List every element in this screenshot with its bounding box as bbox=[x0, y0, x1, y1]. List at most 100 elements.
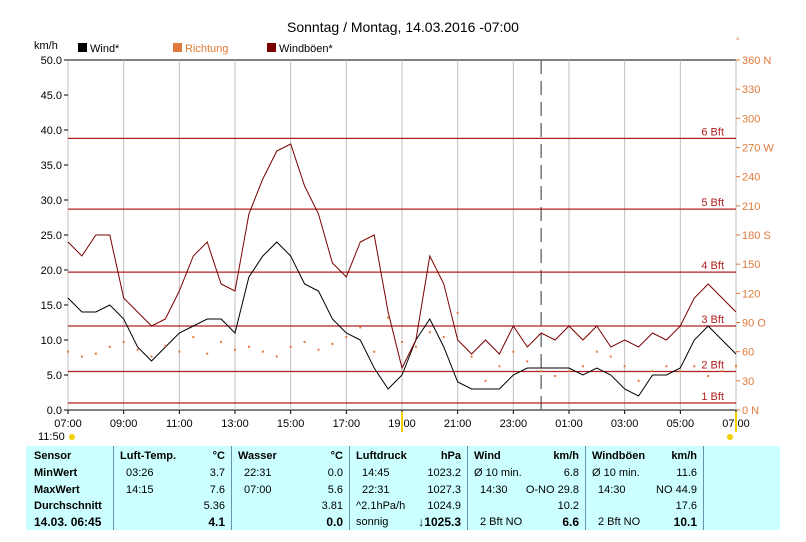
beaufort-label: 5 Bft bbox=[701, 197, 724, 209]
direction-point bbox=[136, 348, 139, 351]
wind-max-time: 14:30 bbox=[480, 484, 508, 496]
direction-point bbox=[108, 345, 111, 348]
temp-min-value: 3.7 bbox=[209, 467, 225, 479]
header-wind-unit: km/h bbox=[553, 450, 579, 462]
direction-point bbox=[164, 344, 167, 347]
header-temp-unit: °C bbox=[212, 450, 225, 462]
gust-series-line bbox=[67, 143, 737, 370]
water-max-time: 07:00 bbox=[244, 484, 272, 496]
gust-max-value: NO 44.9 bbox=[656, 484, 697, 496]
wind-series-line bbox=[67, 241, 737, 397]
direction-point bbox=[540, 370, 543, 373]
header-gust: Windböen bbox=[592, 450, 646, 462]
x-tick-label: 21:00 bbox=[444, 418, 472, 430]
y2-tick-label: 90 O bbox=[742, 318, 766, 330]
direction-point bbox=[414, 345, 417, 348]
col-sensor: Sensor MinWert MaxWert Durchschnitt 14.0… bbox=[26, 446, 112, 530]
header-temp: Luft-Temp. bbox=[120, 450, 177, 462]
y-tick-label: 35.0 bbox=[41, 160, 62, 172]
temp-current-value: 4.1 bbox=[208, 515, 225, 529]
pressure-current-value: ↓1025.3 bbox=[418, 515, 461, 529]
col-temp: Luft-Temp. °C 03:26 3.7 14:15 7.6 5.36 4… bbox=[113, 446, 231, 530]
y-tick-label: 10.0 bbox=[41, 335, 62, 347]
beaufort-lines: 1 Bft 2 Bft 3 Bft 4 Bft 5 Bft 6 Bft bbox=[68, 126, 736, 404]
direction-point bbox=[192, 336, 195, 339]
direction-point bbox=[470, 355, 473, 358]
direction-point bbox=[317, 348, 320, 351]
series-group bbox=[67, 143, 737, 397]
legend-label-direction: Richtung bbox=[185, 43, 228, 55]
water-min-time: 22:31 bbox=[244, 467, 272, 479]
y2-tick-label: 270 W bbox=[742, 143, 774, 155]
direction-point bbox=[150, 355, 153, 358]
direction-point bbox=[554, 374, 557, 377]
direction-point bbox=[568, 370, 570, 373]
x-tick-label: 15:00 bbox=[277, 418, 305, 430]
x-tick-label: 03:00 bbox=[611, 418, 639, 430]
legend: Wind* Richtung Windböen* bbox=[78, 43, 334, 55]
gust-min-label: Ø 10 min. bbox=[592, 467, 640, 479]
legend-swatch-gusts bbox=[267, 43, 276, 52]
beaufort-label: 2 Bft bbox=[701, 360, 724, 372]
x-tick-label: 23:00 bbox=[500, 418, 528, 430]
header-water-unit: °C bbox=[330, 450, 343, 462]
legend-swatch-direction bbox=[173, 43, 182, 52]
y-tick-label: 25.0 bbox=[41, 230, 62, 242]
row-label-min: MinWert bbox=[34, 467, 78, 479]
beaufort-label: 4 Bft bbox=[701, 260, 724, 272]
x-tick-label: 07:00 bbox=[54, 418, 82, 430]
y2-tick-label: 360 N bbox=[742, 55, 771, 67]
direction-point bbox=[679, 370, 682, 373]
y-tick-label: 20.0 bbox=[41, 265, 62, 277]
direction-point bbox=[428, 331, 431, 334]
gust-min-value: 11.6 bbox=[676, 467, 697, 479]
header-sensor: Sensor bbox=[34, 450, 72, 462]
direction-point bbox=[345, 336, 348, 339]
direction-point bbox=[247, 345, 250, 348]
wind-min-value: 6.8 bbox=[563, 467, 579, 479]
direction-point bbox=[387, 316, 390, 319]
wind-max-value: O-NO 29.8 bbox=[525, 484, 579, 496]
y2-tick-label: 120 bbox=[742, 288, 760, 300]
x-tick-label: 17:00 bbox=[333, 418, 361, 430]
legend-label-gusts: Windböen* bbox=[279, 43, 334, 55]
stats-table: Sensor MinWert MaxWert Durchschnitt 14.0… bbox=[26, 446, 780, 530]
direction-point bbox=[623, 365, 626, 368]
header-water: Wasser bbox=[238, 450, 277, 462]
direction-point bbox=[512, 350, 515, 353]
y2-tick-label: 240 bbox=[742, 172, 760, 184]
y-tick-label: 15.0 bbox=[41, 300, 62, 312]
row-label-current: 14.03. 06:45 bbox=[34, 515, 102, 529]
header-pressure-unit: hPa bbox=[440, 450, 461, 462]
direction-point bbox=[498, 365, 501, 368]
direction-point bbox=[220, 340, 223, 343]
header-wind: Wind bbox=[474, 450, 501, 462]
water-avg-value: 3.81 bbox=[321, 500, 343, 512]
pressure-forecast: sonnig bbox=[356, 516, 389, 528]
gust-max-time: 14:30 bbox=[598, 484, 626, 496]
col-wind: Wind km/h Ø 10 min. 6.8 14:30 O-NO 29.8 … bbox=[467, 446, 585, 530]
y2-tick-label: 30 bbox=[742, 376, 754, 388]
legend-label-wind: Wind* bbox=[90, 43, 120, 55]
gust-current-label: 2 Bft NO bbox=[598, 516, 641, 528]
direction-point bbox=[484, 379, 487, 382]
direction-point bbox=[526, 360, 529, 363]
x-tick-label: 01:00 bbox=[555, 418, 583, 430]
y2-axis-label-symbol: ° bbox=[736, 36, 740, 46]
direction-point bbox=[178, 350, 181, 353]
direction-point bbox=[234, 348, 236, 351]
y-tick-label: 0.0 bbox=[47, 405, 62, 417]
direction-point bbox=[401, 340, 403, 343]
col-pressure: Luftdruck hPa 14:45 1023.2 22:31 1027.3 … bbox=[349, 446, 467, 530]
y2-tick-label: 60 bbox=[742, 347, 754, 359]
direction-point bbox=[289, 345, 292, 348]
direction-point bbox=[94, 352, 97, 355]
gust-avg-value: 17.6 bbox=[675, 500, 697, 512]
start-marker-dot bbox=[69, 434, 75, 440]
direction-point bbox=[595, 350, 598, 353]
pressure-avg-value: 1024.9 bbox=[427, 500, 461, 512]
direction-point bbox=[261, 350, 264, 353]
y-tick-label: 45.0 bbox=[41, 90, 62, 102]
direction-point bbox=[735, 365, 737, 368]
y-tick-label: 5.0 bbox=[47, 370, 62, 382]
